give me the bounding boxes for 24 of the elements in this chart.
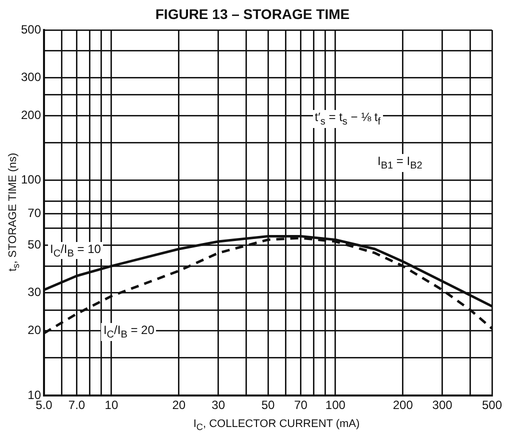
- y-tick-label: 300: [20, 70, 42, 84]
- y-tick-label: 30: [28, 285, 42, 300]
- y-tick-label: 100: [20, 172, 42, 187]
- annotation: I$_{B1}$ = I$_{B2}$: [376, 154, 424, 172]
- y-tick-label: 200: [20, 108, 42, 122]
- x-tick-label: 70: [294, 398, 308, 412]
- x-tick-label: 500: [482, 398, 502, 412]
- x-axis-title: I$_{C}$, COLLECTOR CURRENT (mA): [192, 418, 361, 432]
- series-label: I$_{C}$/I$_{B}$ = 20: [101, 323, 156, 341]
- x-tick-label: 300: [432, 398, 453, 412]
- annotation: t′$_{s}$ = t$_{s}$ − ⅛ t$_{f}$: [312, 110, 383, 128]
- chart-title: FIGURE 13 – STORAGE TIME: [154, 6, 351, 22]
- y-tick-label: 500: [20, 22, 42, 36]
- series-label: I$_{C}$/I$_{B}$ = 10: [48, 242, 103, 260]
- y-tick-label: 50: [28, 238, 42, 252]
- x-tick-label: 30: [212, 398, 226, 412]
- x-tick-label: 20: [172, 398, 186, 412]
- y-tick-label: 70: [28, 206, 42, 220]
- y-tick-label: 20: [28, 323, 42, 338]
- x-tick-label: 7.0: [68, 398, 86, 412]
- x-tick-label: 50: [261, 398, 275, 412]
- x-tick-label: 200: [392, 398, 414, 412]
- x-tick-label: 10: [104, 398, 118, 412]
- x-tick-label: 100: [325, 398, 346, 412]
